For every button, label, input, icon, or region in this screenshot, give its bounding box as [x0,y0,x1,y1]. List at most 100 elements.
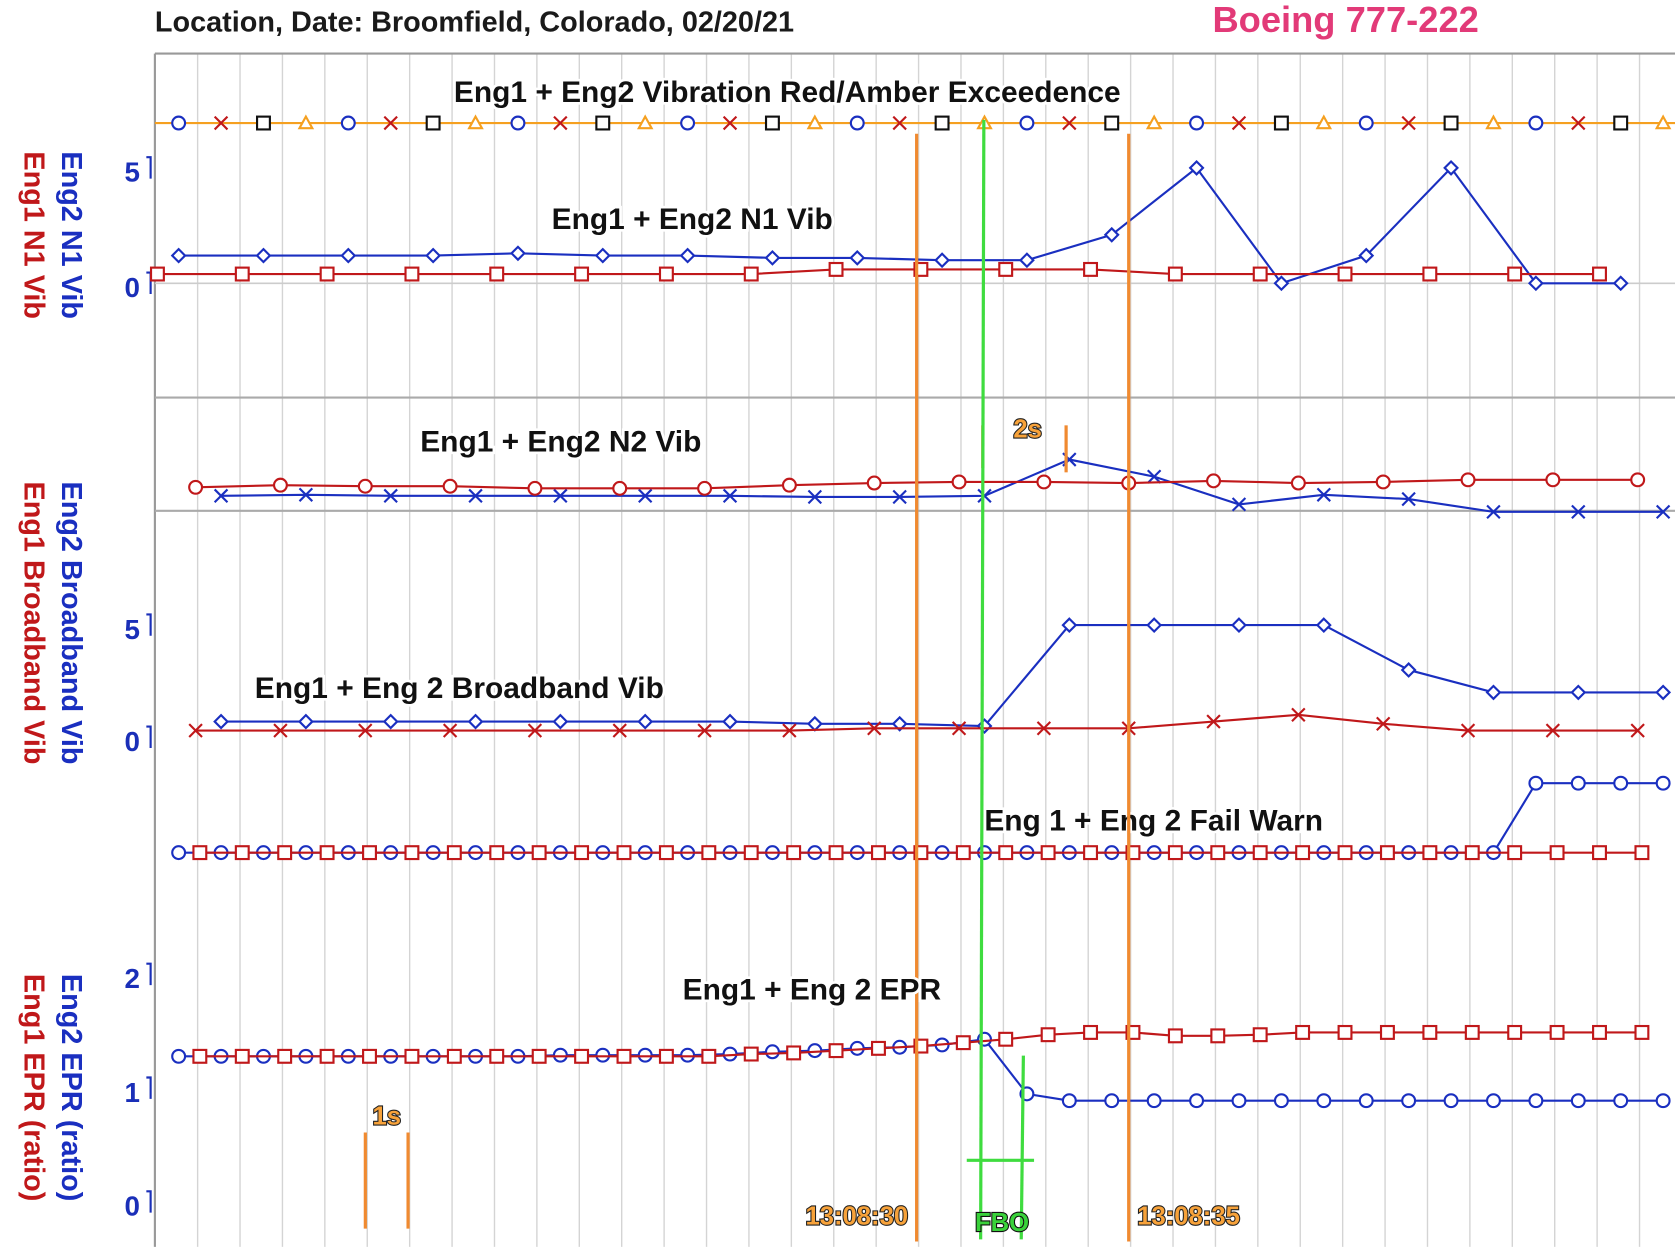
marker [658,845,674,861]
marker [638,488,653,504]
marker [1210,1028,1226,1044]
marker [1358,115,1374,131]
annotation-text: 1s [372,1102,401,1130]
marker [1188,159,1205,176]
marker [1316,487,1331,502]
marker [1231,1093,1247,1109]
marker [680,1047,696,1063]
marker [828,1043,844,1059]
marker [934,115,950,131]
marker [1422,1024,1438,1040]
marker [188,479,204,495]
marker [468,488,483,504]
marker [192,845,208,861]
marker [1167,266,1183,282]
marker [319,845,335,861]
marker [552,713,569,730]
marker [612,723,627,738]
marker [658,266,674,282]
marker [1570,775,1586,791]
marker [616,1048,632,1064]
marker [425,247,442,264]
marker [1146,617,1163,634]
marker [1443,159,1459,176]
marker [1358,1093,1374,1109]
marker [277,1048,293,1064]
marker [1401,115,1416,131]
marker [1295,1024,1311,1040]
marker [1062,115,1077,131]
annotation-2s: 2s [981,414,1068,473]
marker [340,115,356,131]
y-tick-label: 1 [124,1077,139,1108]
marker [1613,775,1629,791]
marker [362,1048,377,1064]
marker [1630,723,1645,738]
marker [382,713,399,730]
marker [1036,721,1052,736]
annotation-1s: 1s [363,1101,410,1229]
marker [255,115,271,131]
marker [998,845,1014,861]
series-label: Eng1 EPR (ratio) [17,974,49,1201]
marker [1613,1093,1629,1109]
marker [594,247,611,264]
marker [764,1044,780,1060]
marker [531,845,547,861]
marker [1189,1093,1205,1109]
marker [489,266,505,282]
marker [1630,472,1646,488]
marker [1231,617,1247,634]
header-aircraft: Boeing 777-222 [1212,0,1478,40]
marker [1379,845,1395,861]
series-line [178,166,1621,285]
marker [1570,1093,1586,1109]
marker [171,1048,187,1064]
marker [934,252,951,269]
marker [1486,504,1501,520]
marker [870,845,886,861]
marker [1464,845,1480,861]
panel-title: Eng1 + Eng 2 Broadband Vib [255,672,664,705]
marker [722,488,738,504]
panel-title: Eng 1 + Eng 2 Fail Warn [984,805,1323,838]
marker [1231,115,1247,131]
marker [404,266,420,282]
x-tick-label: 13:08:30 [806,1203,909,1231]
marker [849,249,866,266]
marker [1527,275,1544,292]
marker [362,845,377,861]
marker [527,723,543,738]
marker [1507,266,1523,282]
marker [319,266,335,282]
marker [1460,723,1476,738]
marker [1206,473,1222,489]
marker [1570,684,1587,701]
marker [782,723,797,738]
marker [1545,472,1561,488]
marker [272,477,288,493]
marker [442,478,458,494]
marker [1273,275,1290,292]
marker [531,1048,547,1064]
marker [1146,469,1162,484]
marker [764,249,781,266]
marker [574,845,590,861]
header-location: Location, Date: Broomfield, Colorado, 02… [155,6,794,38]
marker [616,845,632,861]
marker [849,115,865,131]
marker [1036,474,1052,490]
marker [467,713,484,730]
marker [786,1045,802,1061]
series-label: Eng2 Broadband Vib [55,481,87,764]
marker [1018,252,1035,269]
marker [319,1048,335,1064]
marker [1460,472,1476,488]
marker [1167,845,1183,861]
annotation-fbo: FBO [966,119,1035,1240]
marker [358,723,373,738]
marker [1655,504,1671,520]
marker [446,1048,462,1064]
